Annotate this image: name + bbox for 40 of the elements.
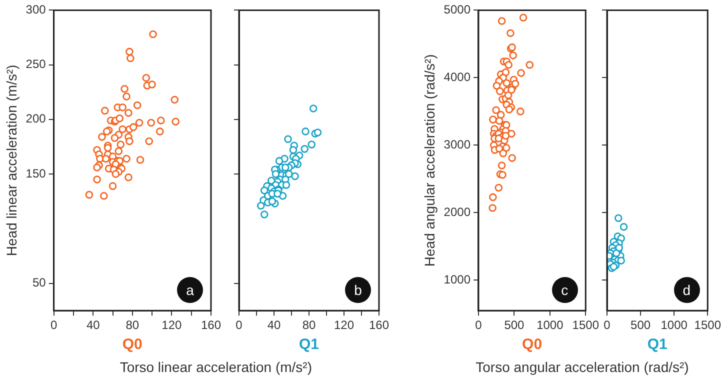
- y-axis-title: Head angular acceleration (rad/s²): [421, 54, 438, 267]
- y-tick-label: 5000: [444, 2, 471, 17]
- y-tick-label: 2000: [444, 205, 471, 220]
- text: Q1: [646, 336, 668, 353]
- x-tick-label: 160: [200, 318, 222, 332]
- x-tick-label: 120: [162, 318, 182, 332]
- letter-badge: c: [552, 276, 578, 303]
- x-tick-label: 160: [368, 318, 390, 332]
- y-tick-label: 50: [32, 276, 46, 290]
- x-tick-label: 80: [302, 318, 316, 332]
- x-tick-label: 1500: [694, 318, 722, 332]
- x-axis-title: Torso angular acceleration (rad/s²): [474, 359, 690, 375]
- x-tick-label: 1000: [536, 318, 564, 332]
- x-tick-label: 40: [86, 318, 100, 332]
- letter-badge: a: [176, 276, 203, 303]
- y-tick-label: 250: [26, 57, 46, 72]
- letter-badge: b: [344, 276, 371, 303]
- letter-badge: d: [674, 276, 700, 303]
- x-tick-label: 1000: [660, 318, 688, 332]
- x-tick-label: 40: [267, 318, 281, 332]
- y-tick-label: 150: [26, 166, 46, 180]
- y-tick-label: 4000: [444, 70, 471, 84]
- text: Q0: [521, 336, 544, 353]
- x-tick-label: 500: [630, 318, 651, 332]
- x-axis-title: Torso linear acceleration (m/s²): [118, 359, 313, 375]
- text: Q1: [298, 336, 320, 353]
- y-axis-title: Head linear acceleration (m/s²): [3, 64, 20, 256]
- y-tick-label: 3000: [444, 138, 471, 152]
- x-tick-label: 120: [334, 318, 354, 332]
- x-tick-label: 0: [50, 318, 58, 332]
- y-tick-label: 300: [26, 2, 46, 17]
- x-tick-label: 0: [475, 318, 482, 332]
- x-tick-label: 0: [236, 318, 243, 332]
- x-tick-label: 1500: [572, 318, 600, 332]
- y-tick-label: 200: [26, 112, 46, 126]
- text: Q0: [121, 336, 144, 353]
- x-tick-label: 80: [126, 318, 140, 332]
- x-tick-label: 500: [504, 318, 525, 332]
- x-tick-label: 0: [604, 318, 611, 332]
- y-tick-label: 1000: [444, 272, 471, 287]
